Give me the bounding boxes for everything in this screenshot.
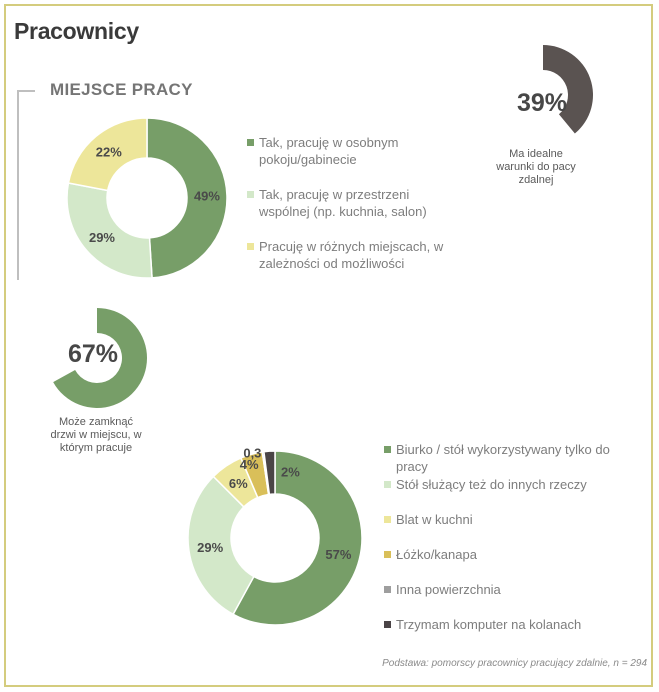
donut-slice bbox=[232, 450, 363, 626]
donut-chart-work-surface: 57% 29% 6% 4%0,3 2% bbox=[187, 445, 363, 626]
donut-data-label: 29% bbox=[197, 540, 223, 555]
legend-swatch bbox=[384, 481, 391, 488]
legend-label: Tak, pracuję w przestrzeni wspólnej (np.… bbox=[259, 187, 427, 219]
stat-arc bbox=[53, 308, 148, 408]
legend-label: Pracuję w różnych miejscach, w zależnośc… bbox=[259, 239, 444, 271]
legend-swatch bbox=[247, 191, 254, 198]
stat-percent-ideal: 39% bbox=[517, 89, 568, 117]
legend-swatch bbox=[247, 243, 254, 250]
legend-label: Tak, pracuję w osobnym pokoju/gabinecie bbox=[259, 135, 399, 167]
legend-swatch bbox=[384, 586, 391, 593]
donut-data-label: 6% bbox=[229, 476, 248, 491]
section-bracket bbox=[17, 90, 35, 280]
page-title: Pracownicy bbox=[14, 18, 139, 44]
legend-label: Inna powierzchnia bbox=[396, 582, 501, 597]
legend-label: Trzymam komputer na kolanach bbox=[396, 617, 582, 632]
panel-frame bbox=[4, 4, 653, 687]
legend-swatch bbox=[384, 516, 391, 523]
legend-swatch bbox=[384, 446, 391, 453]
legend-label: Blat w kuchni bbox=[396, 512, 473, 527]
legend-label: Biurko / stół wykorzystywany tylko do pr… bbox=[396, 442, 610, 474]
donut-data-label: 49% bbox=[194, 189, 220, 204]
section-title: MIEJSCE PRACY bbox=[50, 80, 193, 99]
donut-chart-close-door bbox=[53, 308, 148, 408]
stat-caption-ideal: Ma idealne warunki do pacy zdalnej bbox=[496, 148, 576, 186]
donut-data-label: 22% bbox=[96, 144, 122, 159]
stat-arc bbox=[543, 45, 593, 134]
donut-slice bbox=[263, 450, 276, 496]
legend-swatch bbox=[247, 139, 254, 146]
donut-slice bbox=[187, 475, 255, 616]
donut-data-label: 29% bbox=[89, 230, 115, 245]
donut-slice bbox=[146, 117, 228, 279]
legend-swatch bbox=[384, 621, 391, 628]
donut-slice bbox=[66, 182, 153, 279]
donut-chart-workplace: 49% 29% 22% bbox=[66, 117, 228, 279]
donut-data-label: 4% bbox=[240, 457, 259, 472]
stat-percent-door: 67% bbox=[68, 340, 119, 368]
donut-data-label: 2% bbox=[281, 465, 300, 480]
donut-chart-ideal-conditions bbox=[543, 45, 593, 134]
legend-swatch bbox=[384, 551, 391, 558]
donut-slice bbox=[67, 117, 148, 192]
legend-label: Łóżko/kanapa bbox=[396, 547, 477, 562]
footer-note: Podstawa: pomorscy pracownicy pracujący … bbox=[382, 658, 647, 669]
legend-label: Stół służący też do innych rzeczy bbox=[396, 477, 587, 492]
stat-caption-door: Może zamknąć drzwi w miejscu, w którym p… bbox=[50, 416, 142, 454]
donut-data-label: 57% bbox=[325, 547, 351, 562]
donut-data-label: 0,3 bbox=[243, 445, 261, 460]
